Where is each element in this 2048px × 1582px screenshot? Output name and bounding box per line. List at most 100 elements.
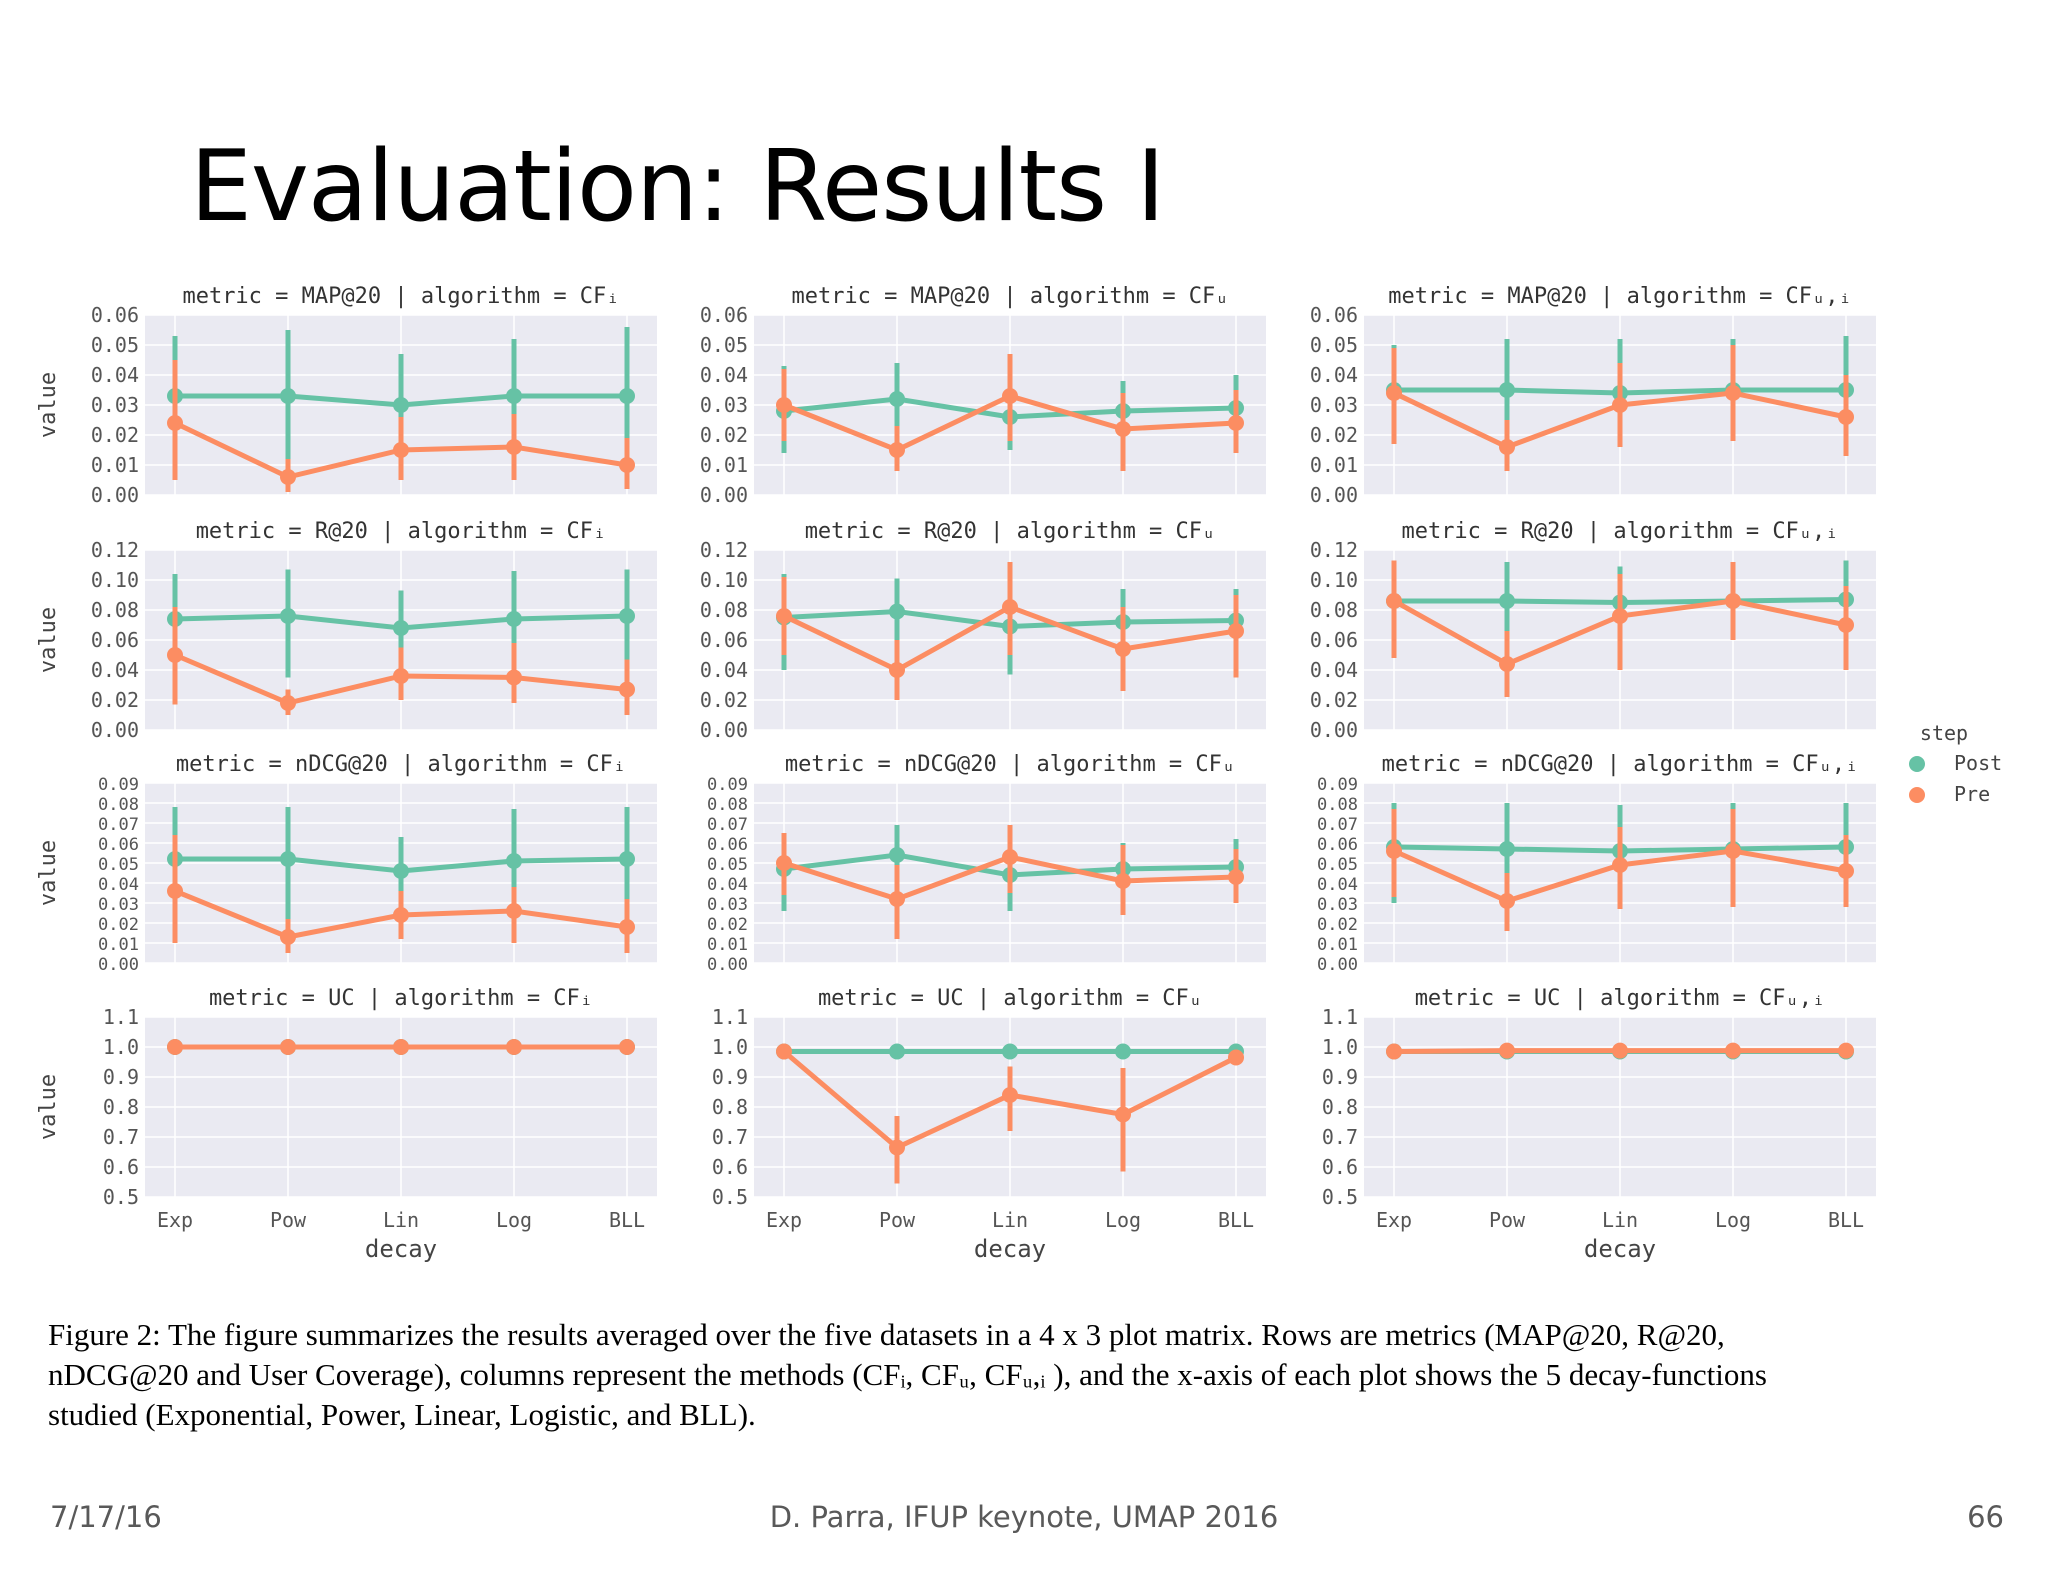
data-point [1838,617,1854,633]
data-point [889,442,905,458]
y-tick-label: 0.01 [707,935,748,955]
y-tick-label: 0.09 [707,775,748,795]
y-tick-label: 0.04 [1310,363,1358,387]
y-tick-label: 0.05 [91,333,139,357]
y-tick-label: 0.09 [98,775,139,795]
y-tick-label: 0.04 [700,363,748,387]
data-point [1228,623,1244,639]
y-tick-label: 0.04 [707,875,748,895]
data-point [1838,863,1854,879]
y-tick-label: 0.02 [98,915,139,935]
y-tick-label: 0.8 [103,1095,139,1119]
data-point [1612,1042,1628,1059]
y-tick-label: 0.00 [91,718,139,742]
y-tick-label: 0.06 [98,835,139,855]
y-tick-label: 0.12 [700,538,748,562]
x-tick-label: Exp [1376,1208,1412,1232]
data-point [1499,593,1515,609]
data-point [280,469,296,485]
data-point [167,1039,183,1055]
data-point [1725,1042,1741,1059]
data-point [1002,849,1018,865]
data-point [1386,843,1402,859]
x-tick-label: Pow [270,1208,307,1232]
y-tick-label: 0.00 [707,955,748,975]
y-tick-label: 0.06 [91,303,139,327]
data-point [1228,1049,1244,1066]
panel-title: metric = UC | algorithm = CFᵤ [818,986,1202,1011]
x-tick-label: Pow [1489,1208,1526,1232]
legend-label: Post [1954,751,2002,775]
data-point [889,1043,905,1060]
y-tick-label: 0.10 [1310,568,1358,592]
panel-title: metric = MAP@20 | algorithm = CFᵤ [791,284,1228,309]
data-point [506,388,522,404]
y-tick-label: 0.00 [700,483,748,507]
data-point [776,608,792,624]
data-point [1115,641,1131,657]
data-point [167,415,183,431]
y-tick-label: 0.9 [1322,1065,1358,1089]
y-tick-label: 0.03 [700,393,748,417]
y-tick-label: 0.00 [91,483,139,507]
y-tick-label: 0.04 [98,875,139,895]
data-point [506,853,522,869]
x-tick-label: Pow [879,1208,916,1232]
panel-title: metric = R@20 | algorithm = CFᵤ,ᵢ [1401,519,1838,544]
panel-title: metric = R@20 | algorithm = CFᵢ [196,519,607,544]
y-tick-label: 0.08 [700,598,748,622]
data-point [393,668,409,684]
y-tick-label: 0.04 [91,658,139,682]
data-point [1612,397,1628,413]
y-tick-label: 0.07 [1317,815,1358,835]
data-point [1499,893,1515,909]
data-point [1386,593,1402,609]
y-tick-label: 0.08 [98,795,139,815]
y-tick-label: 0.06 [1310,628,1358,652]
y-tick-label: 0.12 [1310,538,1358,562]
y-tick-label: 0.00 [1310,483,1358,507]
data-point [1115,1043,1131,1060]
panel-title: metric = UC | algorithm = CFᵤ,ᵢ [1415,986,1826,1011]
caption-line: nDCG@20 and User Coverage), columns repr… [48,1357,1767,1392]
caption-line: studied (Exponential, Power, Linear, Log… [48,1397,756,1432]
data-point [619,457,635,473]
y-tick-label: 0.03 [98,895,139,915]
data-point [1002,599,1018,615]
data-point [889,391,905,407]
panel-title: metric = UC | algorithm = CFᵢ [209,986,593,1011]
panel-title: metric = R@20 | algorithm = CFᵤ [805,519,1216,544]
y-tick-label: 0.06 [1317,835,1358,855]
y-tick-label: 0.08 [91,598,139,622]
y-tick-label: 0.02 [91,423,139,447]
y-tick-label: 0.03 [91,393,139,417]
x-tick-label: BLL [1218,1208,1254,1232]
x-axis-label: decay [974,1235,1046,1263]
data-point [393,863,409,879]
data-point [889,662,905,678]
y-tick-label: 0.07 [98,815,139,835]
y-tick-label: 0.05 [1317,855,1358,875]
data-point [889,1139,905,1156]
y-tick-label: 0.01 [91,453,139,477]
x-tick-label: Log [496,1208,532,1232]
data-point [280,695,296,711]
y-tick-label: 0.04 [1310,658,1358,682]
data-point [280,851,296,867]
y-tick-label: 0.09 [1317,775,1358,795]
data-point [619,388,635,404]
data-point [776,397,792,413]
data-point [1725,385,1741,401]
x-axis-label: decay [1584,1235,1656,1263]
y-tick-label: 0.06 [700,628,748,652]
data-point [393,1039,409,1055]
legend-title: step [1920,721,1968,745]
y-tick-label: 0.8 [1322,1095,1358,1119]
slide-title: Evaluation: Results I [190,130,1165,244]
y-tick-label: 0.01 [98,935,139,955]
x-tick-label: Exp [157,1208,193,1232]
data-point [393,397,409,413]
y-tick-label: 0.05 [700,333,748,357]
y-tick-label: 1.1 [712,1005,748,1029]
